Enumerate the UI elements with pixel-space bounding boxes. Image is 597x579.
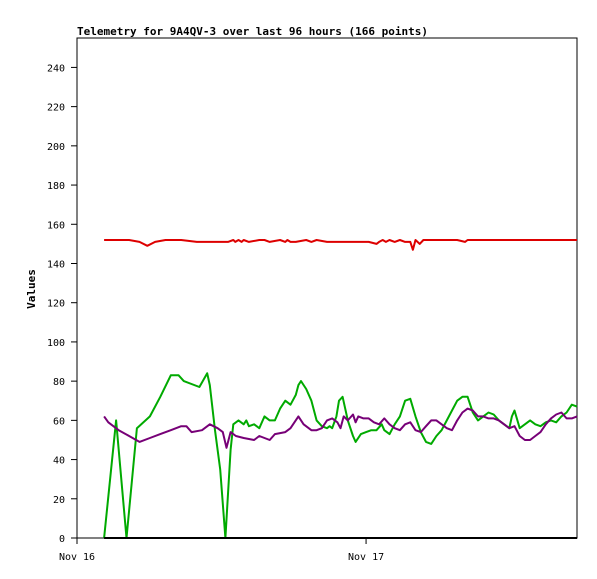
y-tick-label: 60 <box>53 416 65 427</box>
y-tick-label: 180 <box>47 181 65 192</box>
x-axis: Nov 16 Nov 17 <box>59 538 384 563</box>
x-tick-label: Nov 17 <box>348 552 384 563</box>
y-axis: 0 20 40 60 80 100 120 140 160 180 200 220 240 <box>47 63 77 545</box>
chart-title: Telemetry for 9A4QV-3 over last 96 hours… <box>77 25 428 38</box>
plot-area <box>76 37 578 539</box>
series-layer <box>103 239 578 539</box>
y-tick-label: 200 <box>47 142 65 153</box>
y-tick-label: 160 <box>47 220 65 231</box>
y-tick-label: 100 <box>47 338 65 349</box>
y-tick-label: 20 <box>53 495 65 506</box>
y-tick-label: 40 <box>53 456 65 467</box>
y-tick-label: 140 <box>47 259 65 270</box>
series-line-1 <box>104 239 577 251</box>
y-tick-label: 120 <box>47 299 65 310</box>
y-axis-label: Values <box>25 269 38 309</box>
series-line-3 <box>103 407 578 449</box>
x-tick-label: Nov 16 <box>59 552 95 563</box>
y-tick-label: 80 <box>53 377 65 388</box>
y-tick-label: 240 <box>47 63 65 74</box>
y-tick-label: 220 <box>47 103 65 114</box>
y-tick-label: 0 <box>59 534 65 545</box>
